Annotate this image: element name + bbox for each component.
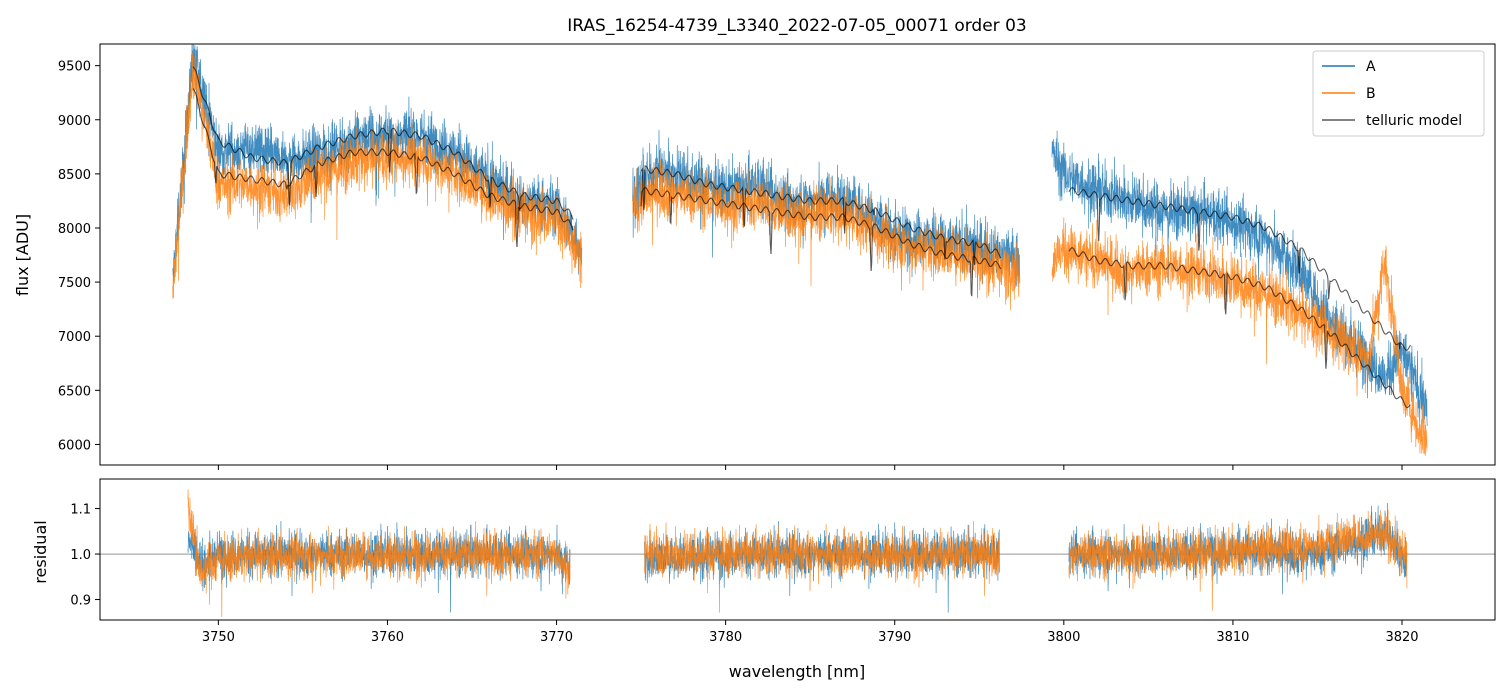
x-tick-label: 3780 bbox=[709, 630, 742, 645]
y-tick-label: 8000 bbox=[58, 222, 91, 237]
residual-plot-frame bbox=[99, 478, 1496, 621]
y-tick-label: 6000 bbox=[58, 438, 91, 453]
y-tick-label: 8500 bbox=[58, 168, 91, 183]
residual-panel: 0.9 1.0 1.1 3750 3760 3770 3780 3790 3800 3810 38… bbox=[31, 478, 1496, 681]
residual-y-axis-label: residual bbox=[31, 520, 50, 583]
y-tick-label: 0.9 bbox=[70, 594, 91, 609]
legend-label-telluric-model: telluric model bbox=[1366, 113, 1462, 129]
series-telluric-model-segment bbox=[192, 88, 574, 248]
legend-label-b: B bbox=[1366, 86, 1376, 102]
flux-y-axis-label: flux [ADU] bbox=[13, 214, 32, 296]
y-tick-label: 6500 bbox=[58, 384, 91, 399]
x-axis-label: wavelength [nm] bbox=[729, 662, 866, 681]
x-tick-label: 3810 bbox=[1216, 630, 1249, 645]
series-telluric-model-segment bbox=[640, 165, 1002, 265]
x-tick-label: 3760 bbox=[371, 630, 404, 645]
legend-label-a: A bbox=[1366, 59, 1376, 75]
x-tick-label: 3770 bbox=[540, 630, 573, 645]
x-tick-label: 3790 bbox=[878, 630, 911, 645]
series-telluric-model-segment bbox=[1068, 247, 1411, 409]
series-b-segment bbox=[644, 520, 1000, 613]
y-tick-label: 9500 bbox=[58, 60, 91, 75]
flux-plot-frame bbox=[99, 43, 1496, 466]
y-tick-label: 1.0 bbox=[70, 548, 91, 563]
series-b-segment bbox=[187, 489, 571, 618]
y-tick-label: 9000 bbox=[58, 114, 91, 129]
x-tick-label: 3820 bbox=[1385, 630, 1418, 645]
series-a-segment bbox=[632, 129, 1021, 299]
legend: A B telluric model bbox=[1312, 50, 1485, 137]
flux-panel: 6000 6500 7000 7500 8000 8500 9000 9500 flux [A… bbox=[13, 43, 1496, 470]
series-b-segment bbox=[172, 52, 583, 299]
series-b-segment bbox=[632, 158, 1021, 311]
x-tick-label: 3800 bbox=[1047, 630, 1080, 645]
series-b-segment bbox=[1051, 217, 1428, 456]
x-tick-label: 3750 bbox=[202, 630, 235, 645]
series-telluric-model-segment bbox=[640, 186, 1002, 297]
y-tick-label: 7500 bbox=[58, 276, 91, 291]
y-tick-label: 7000 bbox=[58, 330, 91, 345]
y-tick-label: 1.1 bbox=[70, 503, 91, 518]
series-a-segment bbox=[1051, 130, 1428, 426]
series-telluric-model-segment bbox=[192, 66, 574, 220]
series-b-segment bbox=[1068, 510, 1408, 611]
chart-title: IRAS_16254-4739_L3340_2022-07-05_00071 o… bbox=[567, 16, 1026, 36]
series-telluric-model-segment bbox=[1068, 186, 1411, 351]
